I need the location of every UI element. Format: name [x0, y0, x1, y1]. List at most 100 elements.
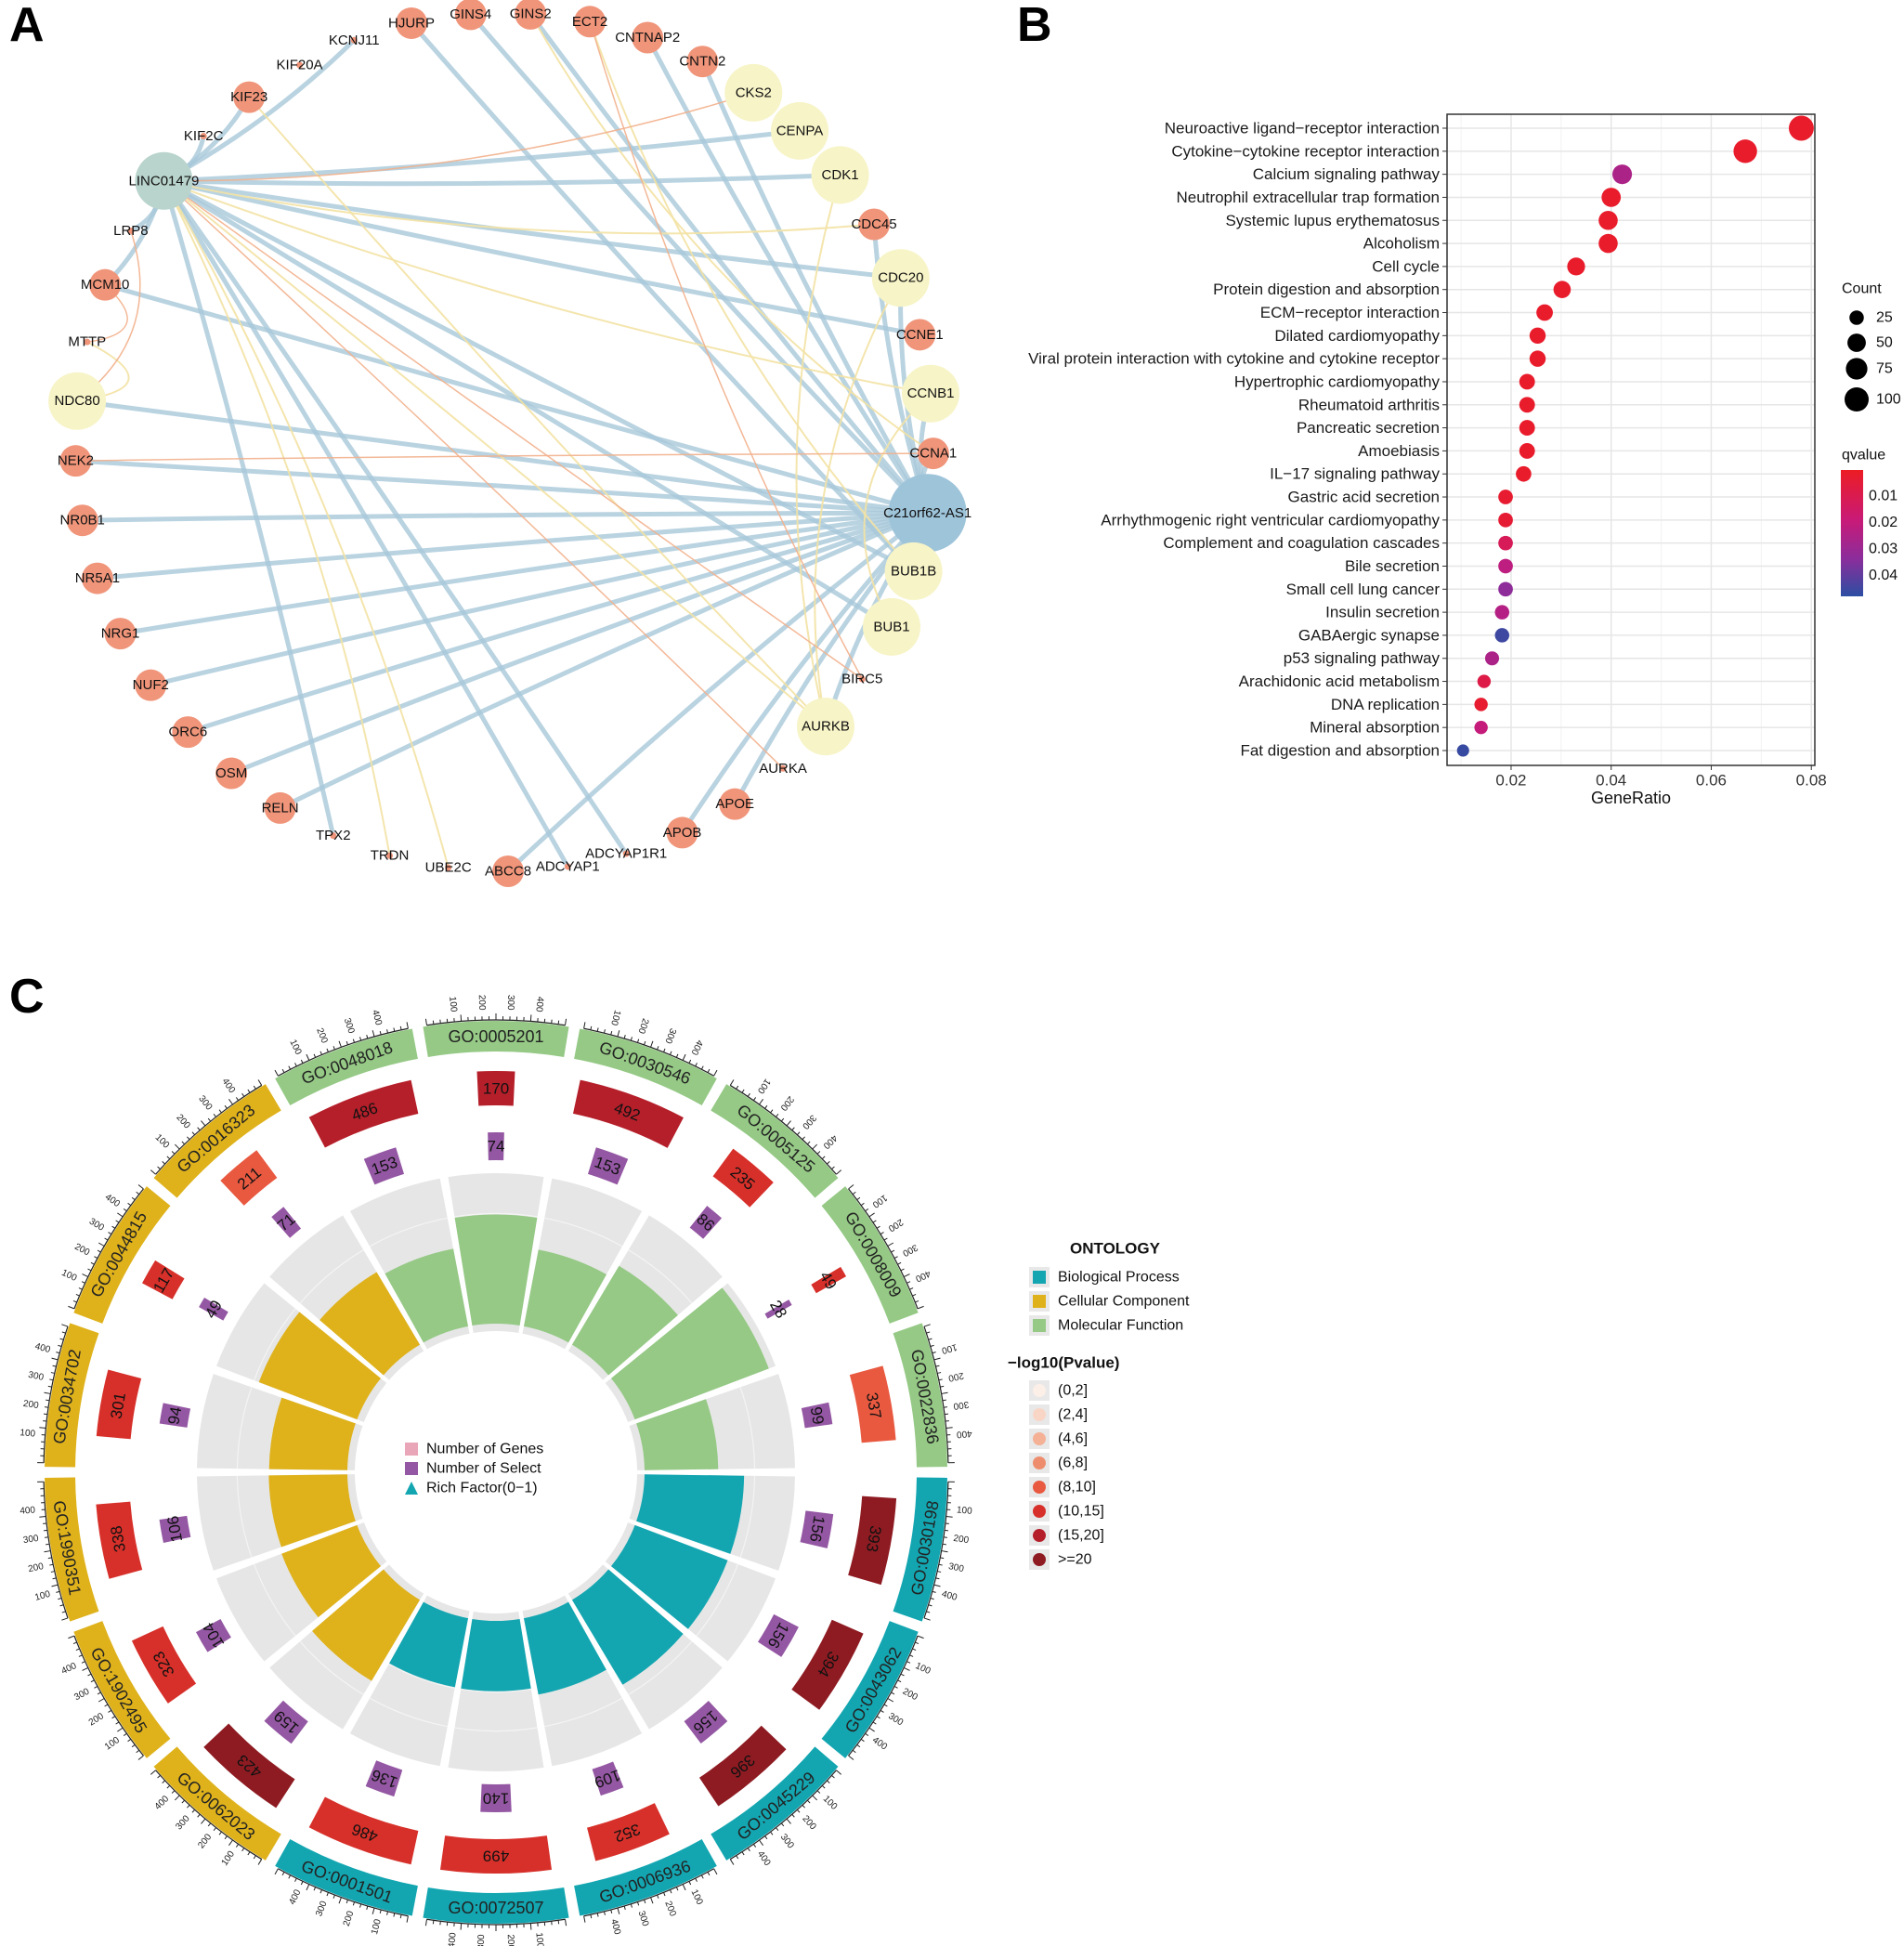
scale-tick [764, 1104, 768, 1109]
node-label: TRDN [371, 848, 410, 864]
scale-tick [932, 1352, 936, 1354]
category-label: p53 signaling pathway [1284, 649, 1441, 667]
scale-tick [346, 1040, 348, 1046]
scale-tick [300, 1059, 304, 1064]
scale-tick [644, 1899, 646, 1904]
scale-axis [73, 1188, 144, 1310]
scale-tick [399, 1025, 402, 1030]
scale-tick [359, 1037, 362, 1041]
scale-tick [131, 1196, 136, 1201]
network-node: BUB1 [862, 597, 920, 656]
number-of-select-bar [195, 1619, 231, 1652]
network-edge [162, 180, 336, 837]
qvalue-legend-label: 0.01 [1869, 488, 1897, 503]
category-label: Insulin secretion [1325, 604, 1440, 621]
x-tick-label: 0.04 [1596, 772, 1626, 790]
scale-tick [294, 1063, 297, 1067]
circular-go-panel: 156 393 GO:0030198 100200300400156394GO:004… [20, 995, 1190, 1946]
network-edge [248, 96, 827, 727]
scale-tick [802, 1804, 805, 1809]
scale-tick [235, 1097, 240, 1101]
rich-factor-bar [258, 1312, 382, 1420]
scale-tick [872, 1721, 877, 1725]
scale-tick-label: 100 [689, 1888, 705, 1907]
track-gridline [461, 1688, 531, 1693]
category-label: Small cell lung cancer [1286, 581, 1441, 598]
network-node: CDC45 [851, 208, 897, 241]
count-legend-label: 50 [1876, 335, 1893, 351]
number-of-select-bar [480, 1783, 512, 1812]
number-of-select-label: 94 [164, 1405, 185, 1426]
node-label: HJURP [388, 15, 435, 31]
scale-tick [770, 1109, 774, 1114]
go-term-ring [423, 1021, 569, 1057]
scale-tick-label: 100 [755, 1077, 773, 1095]
scale-tick [213, 1827, 216, 1831]
scale-tick-label: 100 [914, 1661, 932, 1677]
scale-tick [900, 1673, 905, 1677]
scale-tick [338, 1897, 342, 1904]
go-term-ring [574, 1839, 717, 1916]
scale-tick-label: 300 [87, 1217, 106, 1234]
scale-axis [729, 1084, 837, 1175]
network-node: NDC80 [48, 372, 107, 430]
scale-tick [406, 1915, 409, 1923]
data-point [1567, 257, 1585, 276]
number-of-select-label: 156 [806, 1514, 828, 1543]
number-of-genes-bar [849, 1365, 896, 1443]
network-edge [187, 510, 929, 735]
scale-tick-label: 400 [220, 1077, 238, 1095]
scale-tick [197, 1813, 201, 1818]
scale-tick-label: 400 [59, 1661, 78, 1677]
pvalue-swatch [1033, 1384, 1046, 1397]
scale-tick [816, 1151, 821, 1155]
scale-tick [909, 1654, 914, 1657]
scale-tick [352, 1038, 356, 1043]
network-edge [163, 178, 902, 281]
scale-tick-label: 400 [533, 996, 545, 1012]
scale-tick [776, 1114, 779, 1117]
scale-tick [81, 1281, 85, 1284]
scale-tick [670, 1051, 672, 1055]
node-label: NUF2 [133, 677, 169, 693]
scale-tick [108, 1232, 112, 1235]
scale-tick [326, 1892, 329, 1897]
node-label: ECT2 [572, 14, 607, 30]
scale-tick [127, 1738, 132, 1743]
scale-tick [935, 1577, 940, 1580]
scale-tick [935, 1365, 940, 1367]
number-of-select-bar [159, 1515, 191, 1544]
network-node: CNTN2 [679, 46, 725, 78]
number-of-select-label: 99 [807, 1405, 828, 1426]
node-label: CDK1 [822, 167, 859, 183]
scale-tick [98, 1242, 105, 1247]
number-of-select-bar [764, 1300, 792, 1319]
scale-tick [876, 1225, 880, 1229]
scale-tick [313, 1053, 317, 1058]
category-label: Fat digestion and absorption [1240, 742, 1440, 760]
go-term-ring [275, 1028, 418, 1105]
category-label: IL−17 signaling pathway [1270, 465, 1440, 483]
scale-tick [320, 1889, 322, 1894]
scale-tick [926, 1611, 931, 1613]
scale-tick [82, 1273, 89, 1278]
go-term-ring [821, 1621, 919, 1758]
rich-factor-bar [461, 1618, 531, 1691]
scale-tick [915, 1300, 919, 1303]
scale-tick [942, 1543, 946, 1546]
number-of-genes-bar [587, 1803, 670, 1861]
scale-tick-label: 400 [153, 1794, 172, 1812]
scale-tick [359, 1903, 362, 1908]
network-edge [163, 179, 875, 235]
scale-tick [596, 1913, 599, 1917]
pvalue-legend: −log10(Pvalue) (0,2] (2,4] (4,6] (6,8] (8,10]… [1008, 1354, 1119, 1570]
data-point [1553, 281, 1571, 299]
scale-tick [294, 1877, 297, 1882]
scale-tick [650, 1897, 654, 1904]
scale-tick [175, 1795, 180, 1801]
node-circle [350, 36, 358, 44]
scale-tick-label: 200 [314, 1026, 330, 1045]
scale-tick [831, 1166, 835, 1169]
scale-tick-label: 300 [505, 995, 516, 1011]
